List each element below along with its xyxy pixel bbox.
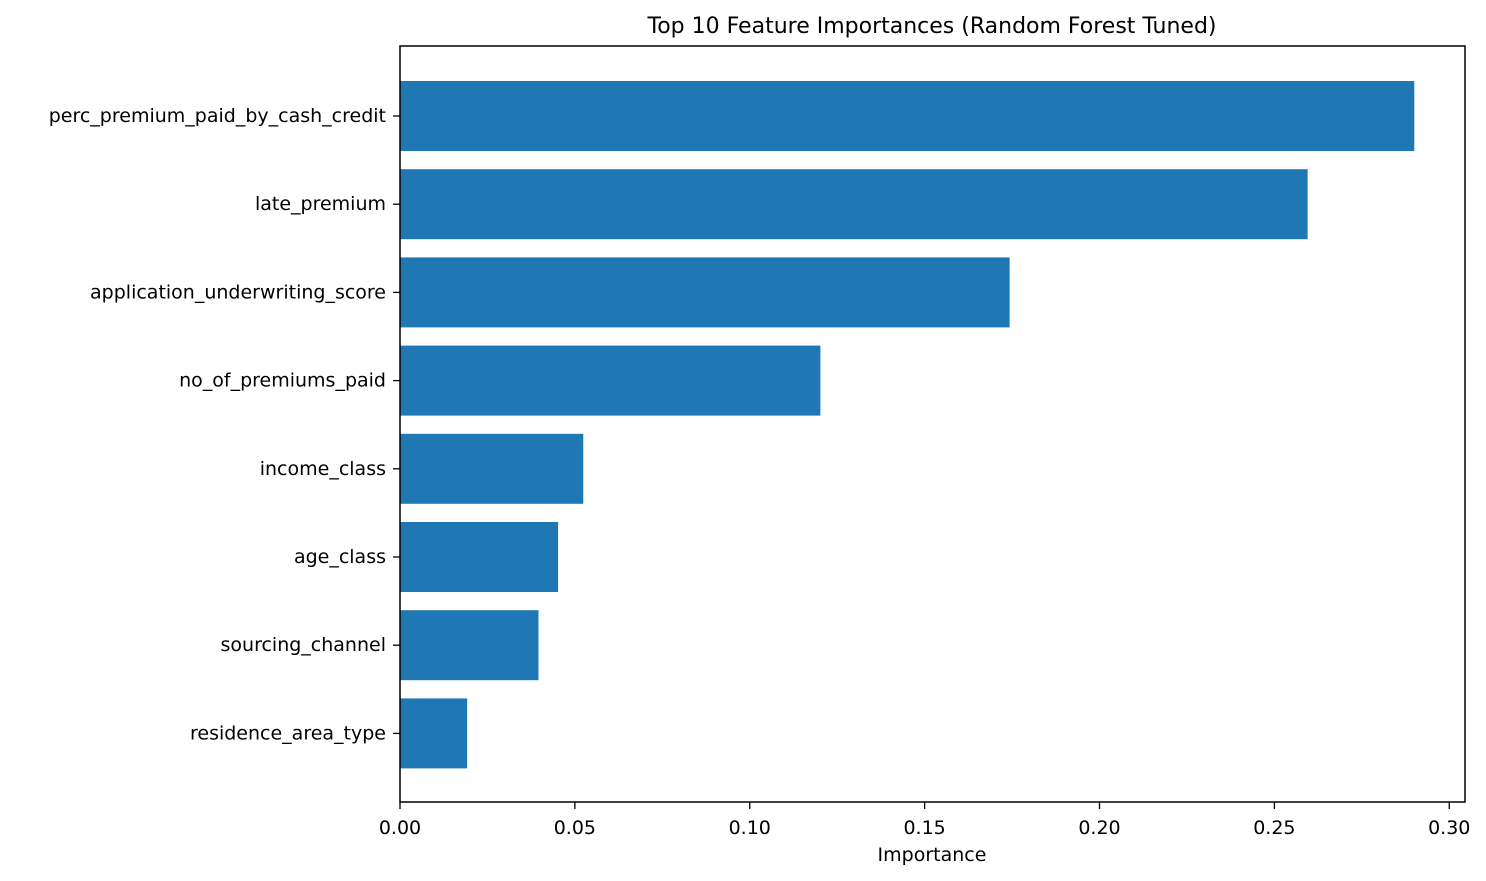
y-tick-label: sourcing_channel (221, 634, 386, 656)
x-tick-label: 0.25 (1253, 817, 1295, 839)
x-tick-label: 0.00 (379, 817, 421, 839)
y-tick-label: late_premium (255, 193, 386, 215)
y-tick-label: residence_area_type (190, 722, 386, 744)
plot-frame (399, 45, 1466, 803)
bar-sourcing_channel (400, 610, 539, 681)
bar-perc_premium_paid_by_cash_credit (400, 81, 1415, 151)
x-axis-ticks: 0.00 0.05 0.10 0.15 0.20 0.25 0.30 (379, 802, 1470, 839)
x-axis-title: Importance (878, 844, 987, 866)
bar-income_class (400, 433, 584, 504)
chart-title: Top 10 Feature Importances (Random Fores… (647, 14, 1217, 39)
y-tick-label: no_of_premiums_paid (179, 370, 386, 392)
x-tick-label: 0.15 (903, 817, 945, 839)
x-tick-label: 0.30 (1428, 817, 1470, 839)
y-axis-ticks: perc_premium_paid_by_cash_credit late_pre… (49, 105, 400, 744)
y-tick-label: income_class (260, 458, 386, 480)
x-tick-label: 0.10 (729, 817, 771, 839)
y-tick-label: age_class (294, 546, 386, 568)
bars-group (400, 81, 1415, 769)
bar-no_of_premiums_paid (400, 345, 821, 416)
y-tick-label: application_underwriting_score (90, 281, 386, 303)
x-tick-label: 0.20 (1078, 817, 1120, 839)
x-tick-label: 0.05 (554, 817, 596, 839)
bar-application_underwriting_score (400, 257, 1010, 328)
bar-age_class (400, 522, 559, 592)
y-tick-label: perc_premium_paid_by_cash_credit (49, 105, 386, 127)
bar-residence_area_type (400, 698, 468, 769)
bar-late_premium (400, 169, 1308, 240)
